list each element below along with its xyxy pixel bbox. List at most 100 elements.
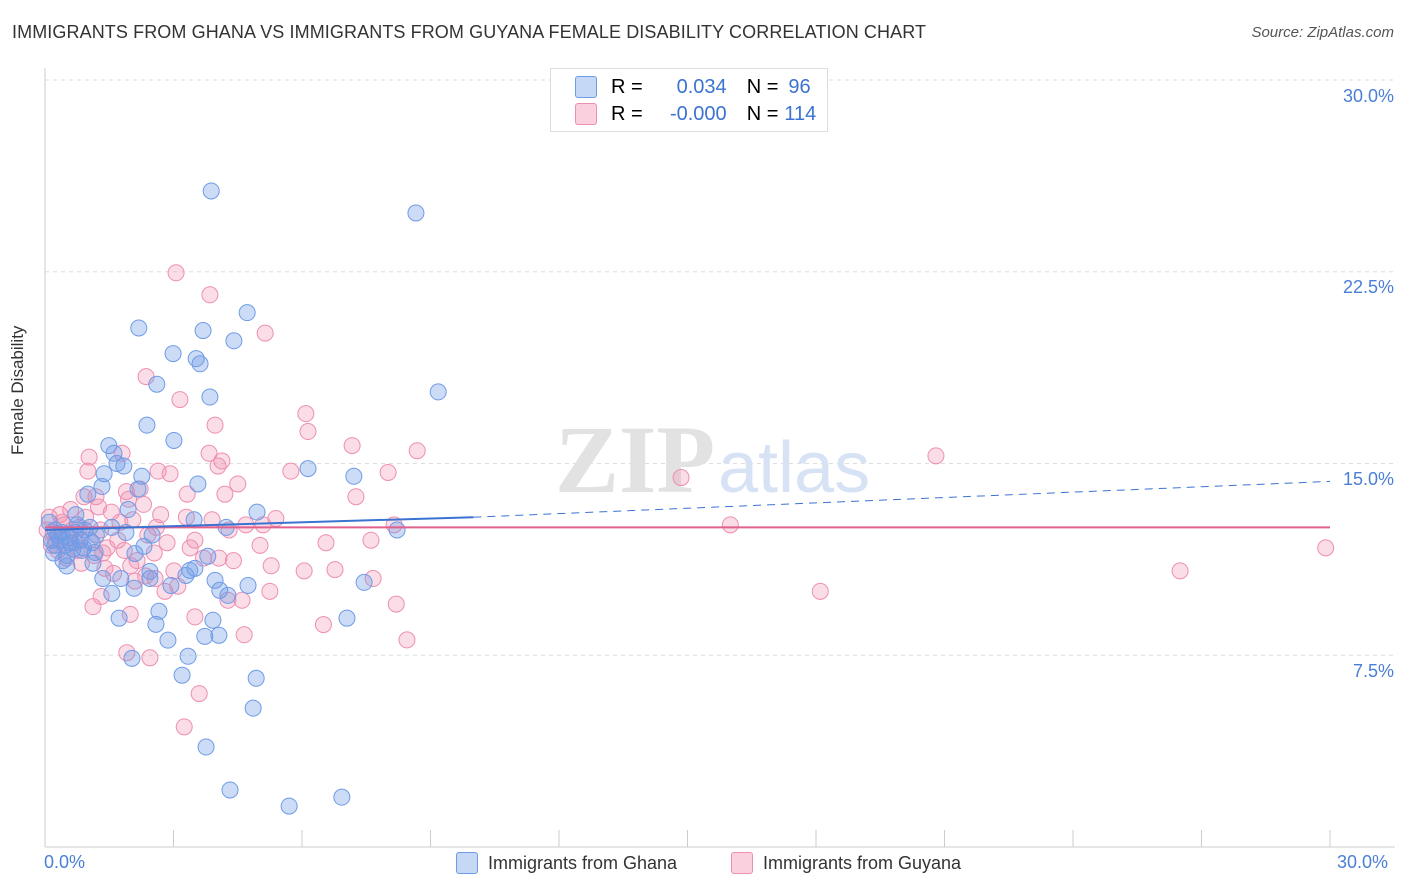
guyana-point: [175, 718, 193, 736]
legend-row-guyana: R = -0.000 N = 114: [575, 101, 822, 127]
ghana-point: [103, 584, 121, 602]
ghana-point: [247, 669, 265, 687]
ghana-point: [129, 480, 147, 498]
ghana-point: [225, 332, 243, 350]
ghana-point: [201, 388, 219, 406]
guyana-point: [220, 521, 238, 539]
ghana-point: [123, 649, 141, 667]
guyana-point: [80, 448, 98, 466]
ghana-point: [179, 647, 197, 665]
ghana-point: [93, 478, 111, 496]
ghana-point: [138, 416, 156, 434]
guyana-point: [216, 485, 234, 503]
ghana-point: [147, 615, 165, 633]
ghana-point: [108, 455, 126, 472]
guyana-point: [178, 485, 196, 503]
guyana-point: [299, 423, 317, 441]
ghana-swatch-icon: [456, 852, 478, 874]
n-label: N =: [746, 75, 779, 98]
ghana-point: [191, 355, 209, 373]
n-label: N =: [746, 102, 779, 125]
ghana-point: [79, 485, 97, 503]
ghana-point: [238, 304, 256, 322]
ghana-point: [95, 465, 113, 483]
ghana-trend-extension: [473, 480, 1331, 518]
guyana-point: [364, 570, 382, 588]
ghana-point: [204, 611, 222, 629]
guyana-point: [190, 685, 208, 703]
ghana-point: [202, 182, 220, 200]
ghana-point: [105, 444, 123, 462]
ghana-point: [112, 570, 130, 588]
ghana-point: [429, 383, 447, 401]
guyana-point: [224, 552, 242, 570]
ghana-point: [83, 534, 101, 552]
ghana-point: [148, 375, 166, 393]
ghana-point: [199, 547, 217, 565]
guyana-point: [398, 631, 416, 649]
guyana-point: [261, 582, 279, 600]
guyana-point: [387, 595, 405, 613]
guyana-point: [167, 264, 185, 282]
ghana-point: [173, 666, 191, 684]
ghana-point: [194, 322, 212, 340]
x-tick-label: 0.0%: [44, 852, 86, 872]
guyana-point: [314, 616, 332, 634]
guyana-point: [201, 286, 219, 304]
guyana-point: [115, 541, 133, 559]
guyana-point: [210, 549, 228, 567]
guyana-point: [145, 544, 163, 562]
guyana-point: [171, 391, 189, 409]
guyana-point: [186, 531, 204, 549]
r-label: R =: [611, 75, 643, 98]
r-label: R =: [611, 102, 643, 125]
guyana-point: [256, 324, 274, 342]
ghana-point: [333, 788, 351, 806]
ghana-point: [45, 544, 63, 562]
ghana-point: [141, 562, 159, 580]
ghana-point: [162, 576, 180, 594]
guyana-point: [721, 516, 739, 534]
guyana-point: [111, 513, 129, 531]
ghana-point: [186, 559, 204, 577]
guyana-point: [209, 457, 227, 475]
guyana-point: [92, 587, 110, 605]
ghana-point: [164, 345, 182, 363]
guyana-point: [200, 444, 218, 462]
ghana-point: [206, 571, 224, 589]
ghana-point: [219, 586, 237, 604]
ghana-point: [150, 602, 168, 620]
ghana-point: [125, 579, 143, 597]
ghana-point: [221, 781, 239, 799]
guyana-point: [229, 475, 247, 493]
x-tick-label: 30.0%: [1337, 852, 1389, 872]
watermark-atlas: atlas: [718, 428, 870, 508]
ghana-point: [115, 457, 133, 475]
bottom-legend-guyana: Immigrants from Guyana: [731, 852, 961, 874]
ghana-point: [211, 581, 229, 599]
guyana-point: [1317, 539, 1335, 557]
legend-row-ghana: R = 0.034 N = 96: [575, 74, 817, 100]
ghana-r-value: 0.034: [676, 75, 727, 98]
guyana-point: [672, 469, 690, 487]
guyana-point: [186, 608, 204, 626]
ghana-point: [197, 738, 215, 756]
ghana-point: [196, 627, 214, 645]
ghana-point: [133, 467, 151, 485]
ghana-point: [110, 609, 128, 627]
guyana-point: [927, 447, 945, 465]
guyana-swatch-icon: [575, 103, 597, 125]
ghana-n-value: 96: [788, 75, 811, 98]
legend-label: Immigrants from Ghana: [488, 852, 678, 873]
ghana-point: [280, 797, 298, 815]
ghana-point: [165, 431, 183, 449]
watermark-zip: ZIP: [555, 406, 715, 513]
ghana-point: [84, 554, 102, 572]
ghana-point: [388, 521, 406, 539]
legend-label: Immigrants from Guyana: [763, 852, 962, 873]
ghana-point: [355, 573, 373, 591]
ghana-point: [407, 204, 425, 222]
guyana-point: [135, 495, 153, 513]
trend-lines: [44, 480, 1331, 531]
